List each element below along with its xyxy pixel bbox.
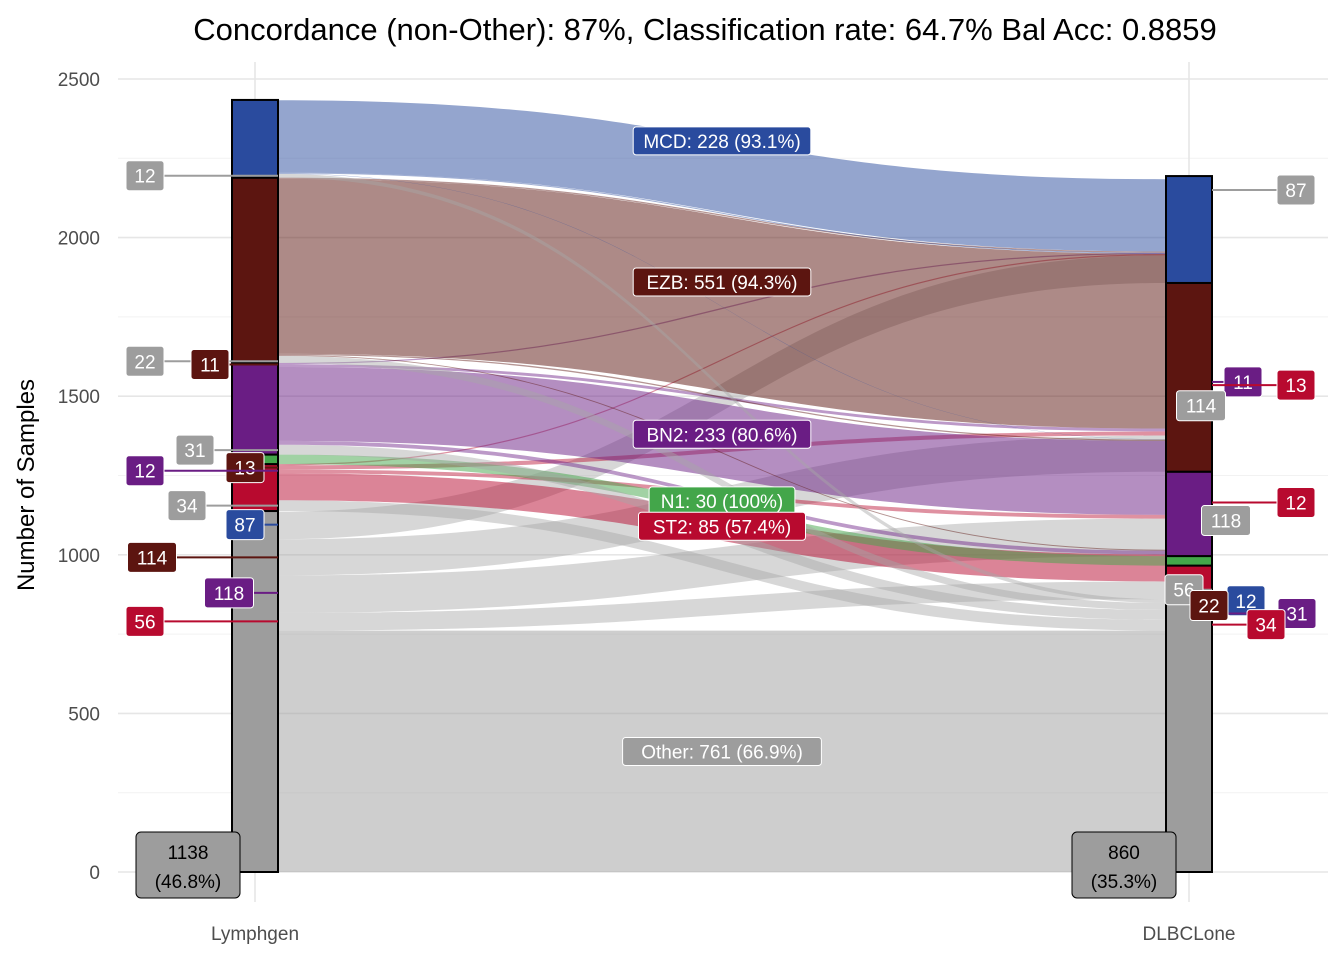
side-labels: 12 22 11 31 13 12 34 87 114 118 56 87 11 13 114 12 118 56… bbox=[125, 160, 1317, 899]
count-label-box bbox=[127, 541, 177, 573]
other-summary-count: 860 bbox=[1108, 843, 1140, 864]
y-axis-label: Number of Samples bbox=[13, 379, 40, 591]
count-label-text: 13 bbox=[234, 459, 255, 480]
count-label-box bbox=[225, 452, 265, 484]
flow-Other-to-BN2 bbox=[278, 518, 1166, 613]
concordance-labels: MCD: 228 (93.1%) EZB: 551 (94.3%) BN2: 233… bbox=[622, 126, 822, 766]
count-label-text: 31 bbox=[184, 441, 205, 462]
count-label-text: 56 bbox=[134, 612, 155, 633]
count-label-text: 11 bbox=[1233, 373, 1253, 394]
count-label-box bbox=[125, 605, 165, 637]
count-label-text: 12 bbox=[134, 167, 155, 188]
flow-MCD-to-MCD bbox=[278, 100, 1166, 252]
lymphgen-stratum-MCD bbox=[231, 98, 279, 179]
count-label-text: 87 bbox=[1285, 181, 1306, 202]
count-label-text: 34 bbox=[176, 497, 198, 518]
count-label-text: 12 bbox=[134, 462, 155, 483]
count-label-text: 87 bbox=[234, 516, 255, 537]
count-label-text: 118 bbox=[1211, 512, 1241, 533]
concordance-label-text: BN2: 233 (80.6%) bbox=[646, 425, 797, 446]
y-tick-label: 1000 bbox=[58, 546, 100, 567]
count-label-text: 118 bbox=[214, 584, 244, 605]
concordance-label-box bbox=[638, 511, 806, 541]
lymphgen-stratum-BN2 bbox=[231, 361, 279, 456]
chart-title: Concordance (non-Other): 87%, Classifica… bbox=[193, 12, 1217, 47]
count-label-box bbox=[1276, 369, 1316, 401]
count-label-box bbox=[1201, 505, 1251, 537]
count-label-text: 12 bbox=[1235, 592, 1256, 613]
flow-EZB-to-BN2 bbox=[278, 353, 1166, 441]
concordance-label-box bbox=[622, 736, 822, 766]
count-label-box bbox=[1189, 590, 1229, 622]
count-label-box bbox=[225, 509, 265, 541]
flow-MCD-to-BN2 bbox=[278, 173, 1166, 440]
count-label-text: 34 bbox=[1255, 616, 1277, 637]
other-summary-box bbox=[1071, 831, 1177, 899]
lymphgen-stratum-Other bbox=[231, 510, 279, 873]
other-summary-percent: (35.3%) bbox=[1091, 872, 1158, 893]
count-label-text: 12 bbox=[1285, 493, 1306, 514]
count-label-text: 22 bbox=[134, 352, 155, 373]
count-label-text: 31 bbox=[1286, 604, 1307, 625]
dlbclone-stratum-MCD bbox=[1165, 175, 1213, 284]
flows bbox=[278, 100, 1166, 872]
concordance-label-text: EZB: 551 (94.3%) bbox=[646, 273, 797, 294]
dlbclone-stratum-Other bbox=[1165, 598, 1213, 873]
axes: 0 500 1000 1500 2000 2500 Lymphgen DLBCLone bbox=[58, 70, 1236, 945]
flow-EZB-to-ST2 bbox=[278, 354, 1166, 551]
count-label-box bbox=[1223, 366, 1263, 398]
count-label-text: 22 bbox=[1198, 597, 1219, 618]
flow-BN2-to-EZB bbox=[278, 364, 1166, 432]
count-label-box bbox=[175, 434, 215, 466]
count-label-box bbox=[125, 345, 165, 377]
count-label-text: 114 bbox=[1186, 397, 1217, 418]
count-label-text: 11 bbox=[200, 355, 220, 376]
concordance-label-box bbox=[632, 419, 812, 449]
count-label-box bbox=[167, 490, 207, 522]
y-tick-label: 0 bbox=[89, 863, 100, 884]
flow-Other-to-MCD bbox=[278, 255, 1166, 540]
count-label-box bbox=[1246, 609, 1286, 641]
count-label-box bbox=[1176, 390, 1226, 422]
lymphgen-stratum-EZB bbox=[231, 176, 279, 364]
y-tick-label: 500 bbox=[68, 704, 100, 725]
y-tick-label: 2500 bbox=[58, 70, 100, 91]
concordance-label-text: ST2: 85 (57.4%) bbox=[653, 517, 791, 538]
x-tick-label: Lymphgen bbox=[211, 924, 299, 945]
count-label-text: 13 bbox=[1285, 376, 1306, 397]
other-summary-box bbox=[135, 831, 241, 899]
flow-EZB-to-Other bbox=[278, 355, 1166, 610]
flow-MCD-to-EZB bbox=[278, 172, 1166, 254]
count-label-text: 56 bbox=[1173, 581, 1194, 602]
concordance-label-box bbox=[632, 126, 812, 156]
flow-EZB-to-MCD bbox=[278, 177, 1166, 253]
dlbclone-stratum-EZB bbox=[1165, 281, 1213, 473]
concordance-label-box bbox=[632, 267, 812, 297]
dlbclone-stratum-N1 bbox=[1165, 555, 1213, 567]
count-label-box bbox=[1276, 174, 1316, 206]
flow-ST2-to-Other bbox=[278, 500, 1166, 631]
count-label-box bbox=[125, 455, 165, 487]
concordance-label-text: Other: 761 (66.9%) bbox=[641, 742, 803, 763]
x-tick-label: DLBCLone bbox=[1143, 924, 1236, 945]
other-summary-count: 1138 bbox=[168, 843, 209, 864]
flow-Other-to-ST2 bbox=[278, 581, 1166, 631]
other-summary-percent: (46.8%) bbox=[155, 872, 222, 893]
stacks bbox=[231, 98, 1213, 873]
count-label-box bbox=[1276, 486, 1316, 518]
count-label-text: 114 bbox=[137, 548, 168, 569]
count-label-box bbox=[125, 160, 165, 192]
flow-MCD-to-Other bbox=[278, 173, 1166, 604]
count-label-box bbox=[190, 348, 230, 380]
y-tick-label: 1500 bbox=[58, 387, 100, 408]
count-label-box bbox=[204, 577, 254, 609]
concordance-label-text: N1: 30 (100%) bbox=[661, 492, 784, 513]
y-tick-label: 2000 bbox=[58, 229, 100, 250]
flow-EZB-to-EZB bbox=[278, 178, 1166, 429]
concordance-label-text: MCD: 228 (93.1%) bbox=[643, 132, 800, 153]
